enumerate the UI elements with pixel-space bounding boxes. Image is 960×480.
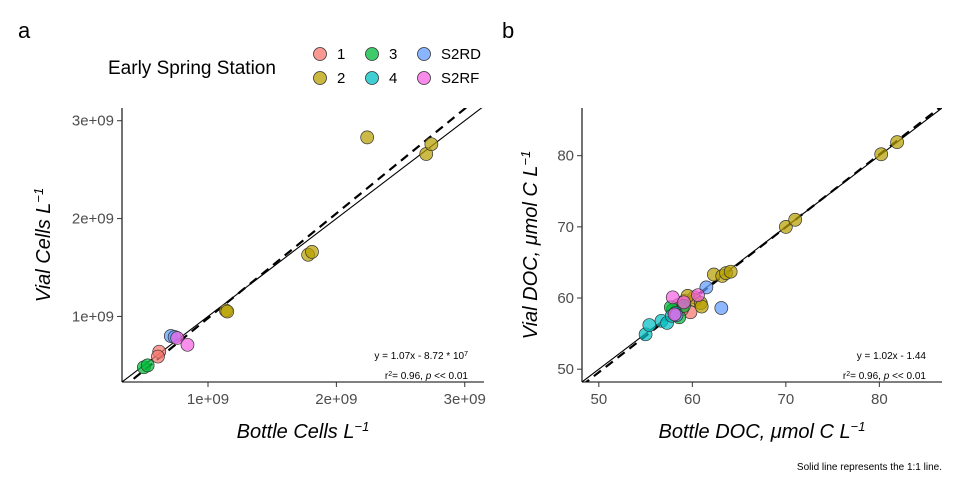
x-tick-label: 50 [590, 391, 607, 408]
data-point-station-S2RD [714, 301, 729, 315]
y-tick-label: 50 [557, 361, 574, 378]
data-point-station-2 [874, 147, 889, 162]
data-point-station-2 [723, 264, 738, 279]
data-points [136, 130, 439, 375]
y-axis-title-text: Vial DOC, μmol C L [520, 165, 542, 339]
panel-a: 1e+09 2e+09 3e+09 1e+09 2e+09 3e+09 Bottle Cel… [31, 108, 486, 444]
equation-main: y = 1.07x - 8.72 * 10 [374, 351, 464, 362]
x-axis-title: Bottle DOC, μmol C L−1 [659, 419, 866, 444]
data-point-station-2 [424, 137, 439, 152]
legend-label-2: 2 [337, 70, 345, 87]
legend-key-1 [313, 47, 327, 61]
x-axis-title-exponent: −1 [851, 419, 866, 434]
y-axis-title-exponent: −1 [518, 151, 533, 166]
equation-text: y = 1.07x - 8.72 * 107 [374, 351, 468, 363]
data-point-station-S2RF [665, 290, 680, 305]
x-tick-label: 80 [871, 391, 888, 408]
legend-label-1: 1 [337, 46, 345, 63]
x-axis-title: Bottle Cells L−1 [237, 419, 370, 444]
y-tick-label: 1e+09 [72, 308, 114, 325]
p-symbol: p [425, 371, 432, 382]
r2-value: = 0.96, [392, 371, 426, 382]
legend-label-3: 3 [389, 46, 397, 63]
legend-label-4: 4 [389, 70, 397, 87]
x-axis-title-text: Bottle DOC, μmol C L [659, 421, 851, 443]
legend-label-S2RF: S2RF [441, 70, 479, 87]
x-tick-label: 2e+09 [315, 391, 357, 408]
data-point-station-2 [360, 130, 375, 145]
panel-label-a: a [18, 18, 31, 43]
data-point-station-S2RF [677, 295, 691, 310]
data-point-station-3 [140, 358, 155, 373]
r2-exponent: 2 [846, 371, 850, 378]
data-point-station-4 [642, 318, 657, 332]
y-axis-title-text: Vial Cells L [33, 203, 55, 303]
legend-items: 1 2 3 4 S2RD S2RF [313, 46, 481, 87]
equation-main: y = 1.02x - 1.44 [857, 351, 927, 362]
y-tick-label: 60 [557, 290, 574, 307]
legend-key-2 [313, 71, 327, 85]
legend-key-3 [365, 47, 379, 61]
r2-symbol: r [385, 371, 389, 382]
legend-title: Early Spring Station [108, 58, 276, 79]
p-value: << 0.01 [889, 371, 926, 382]
legend-key-S2RD [417, 47, 431, 61]
data-point-station-S2RF [667, 307, 682, 322]
data-point-station-2 [778, 220, 793, 234]
y-tick-label: 70 [557, 219, 574, 236]
data-point-station-1 [151, 349, 165, 364]
data-point-station-2 [890, 135, 904, 150]
footnote: Solid line represents the 1:1 line. [797, 462, 942, 473]
data-point-station-2 [305, 245, 319, 259]
y-tick-label: 2e+09 [72, 211, 114, 228]
data-point-station-S2RD [699, 280, 714, 295]
r2-text: r2= 0.96, p << 0.01 [385, 371, 469, 383]
y-axis-title: Vial DOC, μmol C L−1 [518, 151, 543, 340]
panel-label-b: b [502, 18, 514, 43]
y-tick-label: 80 [557, 148, 574, 165]
equation-exponent: 7 [464, 351, 468, 358]
regression-line [584, 108, 942, 382]
data-point-station-2 [694, 299, 709, 314]
x-axis-title-text: Bottle Cells L [237, 421, 355, 443]
y-axis-title: Vial Cells L−1 [31, 188, 56, 303]
data-point-station-2 [220, 304, 235, 319]
x-axis-title-exponent: −1 [355, 419, 370, 434]
data-point-station-S2RF [691, 288, 705, 303]
r2-text: r2= 0.96, p << 0.01 [843, 371, 927, 383]
data-points [638, 135, 904, 342]
p-symbol: p [883, 371, 890, 382]
p-value: << 0.01 [431, 371, 468, 382]
y-axis-title-exponent: −1 [31, 188, 46, 203]
data-point-station-2 [788, 212, 803, 227]
x-tick-label: 3e+09 [444, 391, 486, 408]
x-tick-label: 70 [778, 391, 795, 408]
equation-text: y = 1.02x - 1.44 [857, 351, 927, 362]
legend: Early Spring Station 1 2 3 4 S2RD S2RF [108, 46, 481, 87]
r2-value: = 0.96, [850, 371, 884, 382]
r2-exponent: 2 [388, 371, 392, 378]
legend-label-S2RD: S2RD [441, 46, 481, 63]
x-tick-label: 60 [684, 391, 701, 408]
legend-key-4 [365, 71, 379, 85]
y-tick-label: 3e+09 [72, 113, 114, 130]
data-point-station-S2RF [170, 331, 185, 345]
data-point-station-S2RF [180, 337, 195, 352]
x-tick-label: 1e+09 [187, 391, 229, 408]
legend-key-S2RF [417, 71, 431, 85]
r2-symbol: r [843, 371, 847, 382]
